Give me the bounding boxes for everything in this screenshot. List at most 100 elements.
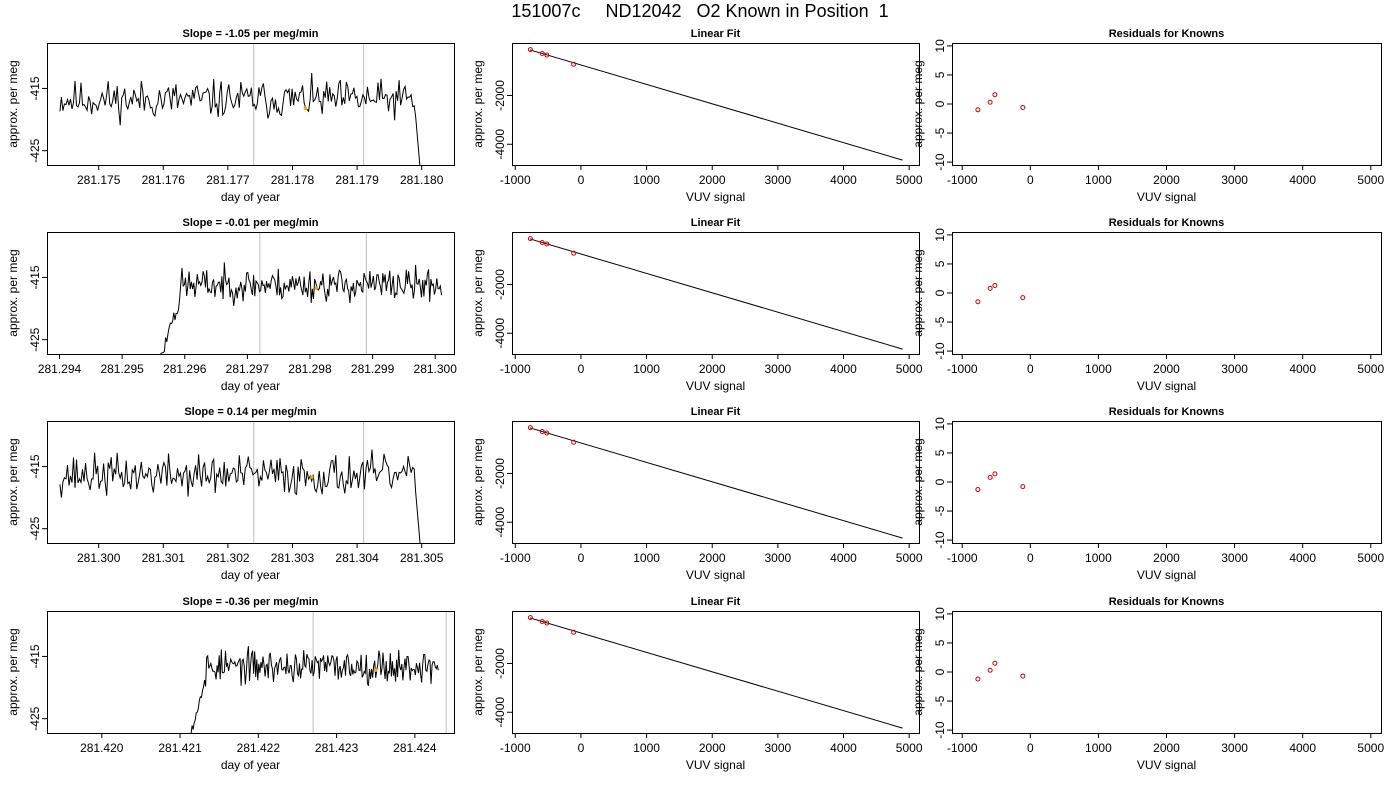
x-tick-label: 1000 [633,173,660,187]
x-tick-label: 281.299 [351,362,395,376]
panel-r3c2: Linear Fit -1000 0 1000 2000 3000 4000 5000 -200… [471,406,923,582]
x-tick-label: 281.176 [142,173,186,187]
y-axis-label: approx. per meg [471,60,485,147]
x-tick-label: 0 [578,362,585,376]
panel-title: Slope = -0.01 per meg/min [182,217,318,229]
plot-area [975,660,1026,682]
y-tick-label: -425 [28,138,42,162]
plot-frame [952,43,1382,166]
panel-title: Slope = -1.05 per meg/min [182,28,318,40]
x-tick-label: 3000 [765,173,792,187]
data-point-3 [544,430,550,436]
data-point-2 [987,285,993,291]
x-axis-label: VUV signal [686,758,745,772]
x-axis-label: VUV signal [1137,568,1196,582]
panel-title: Slope = 0.14 per meg/min [184,406,317,418]
plot-area [527,425,903,539]
data-point-2 [987,474,993,480]
x-tick-label: 0 [1027,362,1034,376]
y-tick-label: -10 [933,342,947,360]
panel-title: Residuals for Knowns [1109,596,1225,608]
y-tick-label: -425 [28,327,42,351]
y-tick-label: 5 [933,260,947,267]
x-axis-label: VUV signal [1137,379,1196,393]
plot-frame [47,43,455,166]
plot-frame [952,611,1382,734]
y-tick-label: -415 [28,76,42,100]
panel-r2c1: Slope = -0.01 per meg/min 281.294 281.295 2… [6,217,457,393]
data-point-1 [975,299,981,305]
x-tick-label: 4000 [830,173,857,187]
y-tick-label: 10 [933,228,947,242]
y-axis-label: approx. per meg [471,438,485,525]
data-point-4 [571,250,577,256]
plot-area [527,236,903,350]
x-tick-label: 281.178 [271,173,315,187]
x-tick-label: 281.297 [226,362,270,376]
y-tick-label: 10 [933,39,947,53]
y-axis-label: approx. per meg [6,438,20,525]
data-point-1 [975,487,981,493]
y-tick-label: 5 [933,71,947,78]
x-tick-label: 281.294 [38,362,82,376]
x-tick-label: -1000 [947,362,978,376]
panel-r1c1: Slope = -1.05 per meg/min 281.175 281.176 2… [6,28,455,204]
x-axis-label: day of year [221,758,280,772]
x-tick-label: -1000 [500,362,531,376]
plot-area [59,449,421,543]
x-tick-label: 0 [578,551,585,565]
x-tick-label: 3000 [765,551,792,565]
x-tick-label: 281.179 [335,173,379,187]
fit-line [529,427,903,539]
x-tick-label: 3000 [1221,551,1248,565]
y-tick-label: 10 [933,417,947,431]
panel-title: Linear Fit [691,217,741,229]
y-tick-label: -2000 [493,458,507,489]
series-line [190,646,439,733]
x-tick-label: 2000 [1153,551,1180,565]
panel-r2c2: Linear Fit -1000 0 1000 2000 3000 4000 5000 -200… [471,217,923,393]
y-axis-label: approx. per meg [471,249,485,336]
data-point-1 [527,47,533,53]
y-tick-label: -10 [933,153,947,171]
plot-frame [952,232,1382,355]
x-tick-label: -1000 [947,741,978,755]
data-point-1 [975,107,981,113]
data-point-4 [1020,673,1026,679]
y-tick-label: 0 [933,289,947,296]
y-tick-label: -4000 [493,697,507,728]
data-point-3 [544,620,550,626]
x-tick-label: 1000 [1085,741,1112,755]
x-tick-label: 281.295 [100,362,144,376]
data-point-4 [1020,295,1026,301]
plot-frame [47,611,455,734]
plot-frame [512,611,920,734]
plot-frame [512,232,920,355]
fit-line [529,49,903,161]
y-tick-label: -5 [933,505,947,516]
x-tick-label: 281.177 [206,173,250,187]
x-tick-label: 5000 [1357,173,1384,187]
data-point-2 [539,618,545,624]
highlight-point [373,668,378,672]
x-tick-label: 5000 [896,362,923,376]
x-tick-label: 5000 [1357,551,1384,565]
data-point-4 [571,439,577,445]
data-point-1 [975,676,981,682]
plot-frame [952,421,1382,544]
y-tick-label: -5 [933,127,947,138]
x-tick-label: 281.302 [206,551,250,565]
x-tick-label: 0 [578,741,585,755]
panel-title: Linear Fit [691,406,741,418]
panel-title: Residuals for Knowns [1109,217,1225,229]
data-point-2 [539,239,545,245]
panel-r1c3: Residuals for Knowns -1000 0 1000 2000 3000 40… [911,28,1384,204]
panel-r4c1: Slope = -0.36 per meg/min 281.420 281.421 2… [6,596,455,772]
x-tick-label: -1000 [500,551,531,565]
x-tick-label: 281.175 [77,173,121,187]
y-axis-label: approx. per meg [911,628,925,715]
x-tick-label: 281.180 [400,173,444,187]
x-tick-label: 4000 [1289,362,1316,376]
y-tick-label: -415 [28,644,42,668]
y-tick-label: -5 [933,316,947,327]
